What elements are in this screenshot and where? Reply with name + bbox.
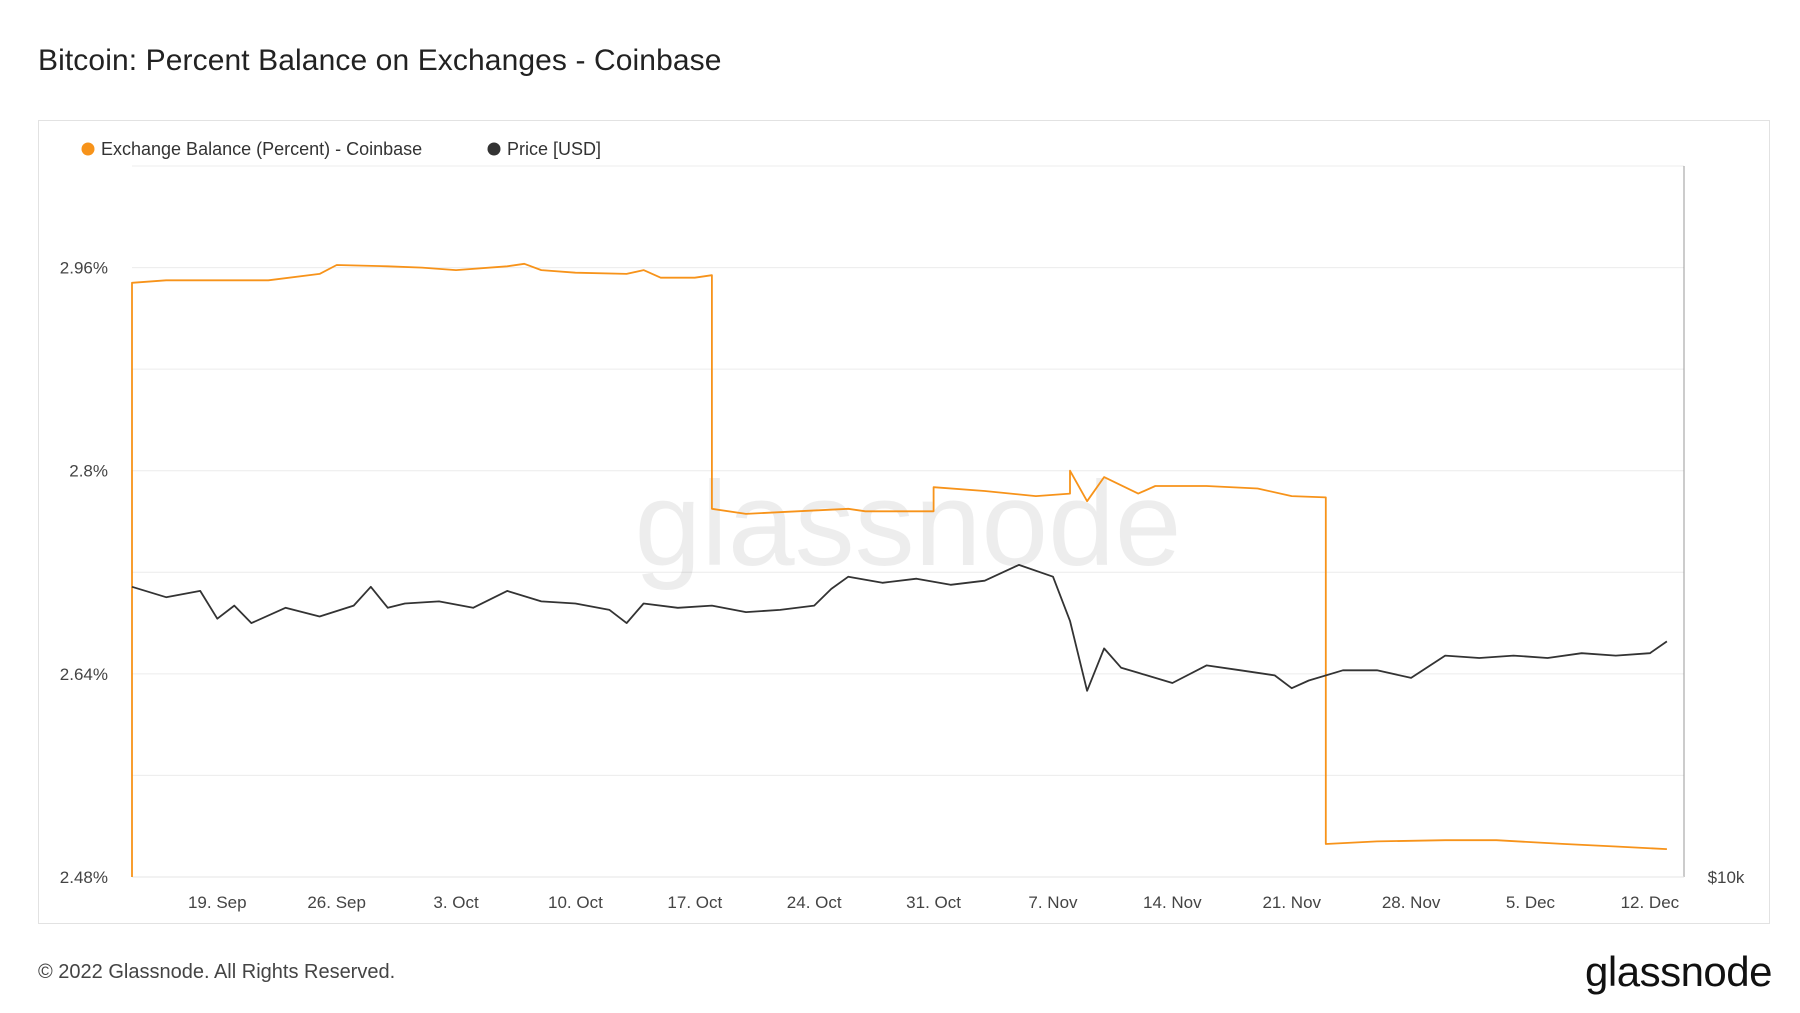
x-tick-label: 21. Nov: [1262, 893, 1321, 912]
legend-marker: [487, 142, 501, 156]
x-tick-label: 28. Nov: [1382, 893, 1441, 912]
series-layer: [131, 262, 1668, 877]
x-tick-label: 12. Dec: [1621, 893, 1680, 912]
grid-lines: [132, 165, 1685, 878]
chart-frame: [38, 120, 1770, 924]
y-tick-label: 2.8%: [69, 462, 108, 481]
x-tick-label: 5. Dec: [1506, 893, 1556, 912]
watermark: glassnode: [634, 457, 1181, 591]
series-line-price[interactable]: [131, 564, 1668, 692]
y-tick-label: 2.64%: [60, 665, 108, 684]
y-tick-label: 2.48%: [60, 868, 108, 887]
series-line-exchange-balance[interactable]: [131, 262, 1667, 877]
legend-item-label[interactable]: Price [USD]: [507, 139, 601, 159]
x-tick-label: 31. Oct: [906, 893, 961, 912]
x-tick-label: 17. Oct: [667, 893, 722, 912]
legend-marker: [81, 142, 95, 156]
glassnode-logo[interactable]: glassnode: [1585, 948, 1772, 995]
x-tick-label: 26. Sep: [307, 893, 366, 912]
x-tick-label: 14. Nov: [1143, 893, 1202, 912]
axis-layer: 2.48% 2.64% 2.8% 2.96% $10k 19. Sep 26. Sep 3. …: [60, 259, 1745, 912]
y-tick-label: 2.96%: [60, 259, 108, 278]
x-tick-label: 24. Oct: [787, 893, 842, 912]
x-tick-label: 7. Nov: [1028, 893, 1078, 912]
chart-svg: glassnode 2.48% 2.64% 2.8% 2.96% $10k 19. Sep…: [60, 139, 1745, 912]
y-right-tick-label: $10k: [1708, 868, 1745, 887]
legend-item-label[interactable]: Exchange Balance (Percent) - Coinbase: [101, 139, 422, 159]
x-tick-label: 10. Oct: [548, 893, 603, 912]
copyright-text: © 2022 Glassnode. All Rights Reserved.: [38, 961, 396, 983]
x-tick-label: 3. Oct: [433, 893, 479, 912]
page-title: Bitcoin: Percent Balance on Exchanges - …: [38, 44, 722, 77]
x-tick-label: 19. Sep: [188, 893, 247, 912]
legend[interactable]: Exchange Balance (Percent) - Coinbase Pri…: [81, 139, 602, 159]
